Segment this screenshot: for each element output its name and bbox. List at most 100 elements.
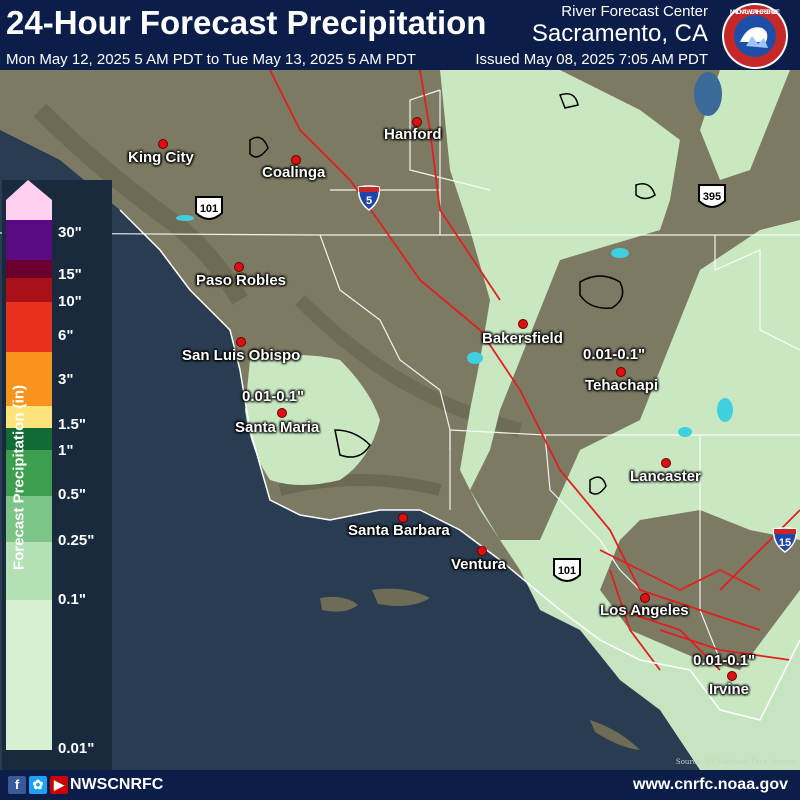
interstate-5-shield-icon: 5 — [357, 185, 381, 211]
us-101-north-number: 101 — [200, 203, 218, 215]
header-bar: 24-Hour Forecast Precipitation Mon May 1… — [0, 0, 800, 70]
roads — [269, 70, 800, 671]
city-dot-los-angeles — [640, 593, 650, 603]
precip-area-northeast — [700, 70, 790, 180]
road-i5 — [269, 70, 641, 591]
precip-annotation-irvine: 0.01-0.1" — [693, 652, 756, 669]
island-catalina — [590, 720, 640, 750]
nws-logo-text: NATIONAL WEATHER SERVICE — [730, 10, 780, 16]
precip-map — [0, 70, 800, 770]
legend-label-1: 1" — [58, 442, 74, 459]
road-99 — [419, 70, 501, 301]
legend-label-0-5: 0.5" — [58, 486, 86, 503]
precip-legend: Forecast Precipitation (in) 30" 15" 10" … — [2, 180, 112, 770]
legend-label-0-1: 0.1" — [58, 591, 86, 608]
legend-swatch-0-1 — [6, 542, 52, 600]
city-label-bakersfield: Bakersfield — [482, 330, 563, 347]
city-dot-ventura — [477, 546, 487, 556]
precip-annotation-tehachapi: 0.01-0.1" — [583, 346, 646, 363]
nws-logo-icon: NATIONAL WEATHER SERVICE — [722, 3, 788, 69]
island-santa-cruz — [372, 588, 430, 606]
social-handle[interactable]: NWSCNRFC — [70, 776, 164, 793]
us-101-shield-north-icon: 101 — [195, 196, 223, 220]
legend-swatch-30 — [6, 220, 52, 260]
precip-area-santa-maria — [245, 355, 380, 485]
city-label-paso-robles: Paso Robles — [196, 272, 287, 289]
youtube-icon[interactable]: ▶ — [50, 776, 68, 794]
legend-label-0-25: 0.25" — [58, 532, 95, 549]
precip-areas — [245, 70, 800, 770]
city-label-ventura: Ventura — [451, 556, 507, 573]
legend-swatch-0-25 — [6, 496, 52, 542]
city-dot-hanford — [412, 117, 422, 127]
outline-features — [249, 93, 656, 495]
interstate-15-number: 15 — [779, 537, 791, 549]
us-101-south-number: 101 — [558, 565, 576, 577]
island-santa-rosa — [320, 596, 358, 612]
legend-title: Forecast Precipitation (in) — [10, 384, 28, 571]
valid-period: Mon May 12, 2025 5 AM PDT to Tue May 13,… — [6, 51, 416, 68]
city-dot-bakersfield — [518, 319, 528, 329]
road-i15 — [719, 509, 800, 591]
owens-lake — [694, 72, 722, 116]
city-dot-tehachapi — [616, 367, 626, 377]
map-title: 24-Hour Forecast Precipitation — [6, 4, 487, 41]
road-la-area — [599, 549, 791, 671]
legend-swatch-3 — [6, 352, 52, 406]
office-line1: River Forecast Center — [561, 3, 708, 20]
legend-color-bar — [6, 180, 52, 750]
city-label-santa-barbara: Santa Barbara — [348, 522, 450, 539]
city-dot-irvine — [727, 671, 737, 681]
terrain-shading-3 — [278, 474, 442, 496]
city-label-san-luis-obispo: San Luis Obispo — [182, 347, 301, 364]
city-label-hanford: Hanford — [384, 126, 442, 143]
interstate-15-shield-icon: 15 — [772, 527, 798, 553]
precip-annotation-santa-maria: 0.01-0.1" — [242, 388, 305, 405]
us-395-number: 395 — [703, 191, 721, 203]
office-line2: Sacramento, CA — [531, 20, 708, 47]
legend-top-arrow — [6, 180, 52, 220]
city-label-lancaster: Lancaster — [630, 468, 701, 485]
city-dot-santa-barbara — [398, 513, 408, 523]
us-101-shield-south-icon: 101 — [553, 558, 581, 582]
coastline — [119, 209, 800, 721]
us-395-shield-icon: 395 — [698, 184, 726, 208]
legend-swatch-0-5 — [6, 450, 52, 496]
city-dot-coalinga — [291, 155, 301, 165]
website-link[interactable]: www.cnrfc.noaa.gov — [633, 776, 788, 793]
legend-swatch-10 — [6, 278, 52, 302]
legend-swatch-6 — [6, 302, 52, 352]
issued-time: Issued May 08, 2025 7:05 AM PDT — [475, 51, 708, 68]
facebook-icon[interactable]: f — [8, 776, 26, 794]
legend-label-3: 3" — [58, 371, 74, 388]
legend-swatch-1-5 — [6, 406, 52, 428]
legend-swatch-15 — [6, 260, 52, 278]
terrain-shading — [33, 103, 248, 305]
city-dot-lancaster — [661, 458, 671, 468]
precip-area-east — [440, 70, 800, 770]
legend-label-10: 10" — [58, 293, 82, 310]
twitter-icon[interactable]: ✿ — [29, 776, 47, 794]
city-dot-santa-maria — [277, 408, 287, 418]
city-label-santa-maria: Santa Maria — [235, 419, 320, 436]
social-icons: f ✿ ▶ — [8, 776, 68, 794]
legend-label-6: 6" — [58, 327, 74, 344]
city-dot-paso-robles — [234, 262, 244, 272]
city-label-los-angeles: Los Angeles — [600, 602, 689, 619]
footer-bar: f ✿ ▶ NWSCNRFC www.cnrfc.noaa.gov — [0, 770, 800, 800]
legend-swatch-0-01 — [6, 600, 52, 750]
interstate-5-number: 5 — [366, 195, 372, 207]
city-dot-king-city — [158, 139, 168, 149]
legend-label-0-01: 0.01" — [58, 740, 95, 757]
city-dot-san-luis-obispo — [236, 337, 246, 347]
legend-label-30: 30" — [58, 224, 82, 241]
source-credit: Source: US National Park Service — [675, 758, 796, 766]
legend-label-1-5: 1.5" — [58, 416, 86, 433]
legend-swatch-1 — [6, 428, 52, 450]
city-label-irvine: Irvine — [709, 681, 750, 698]
legend-label-15: 15" — [58, 266, 82, 283]
city-label-coalinga: Coalinga — [262, 164, 326, 181]
lakes — [176, 215, 733, 437]
city-label-king-city: King City — [128, 149, 194, 166]
city-label-tehachapi: Tehachapi — [585, 377, 659, 394]
